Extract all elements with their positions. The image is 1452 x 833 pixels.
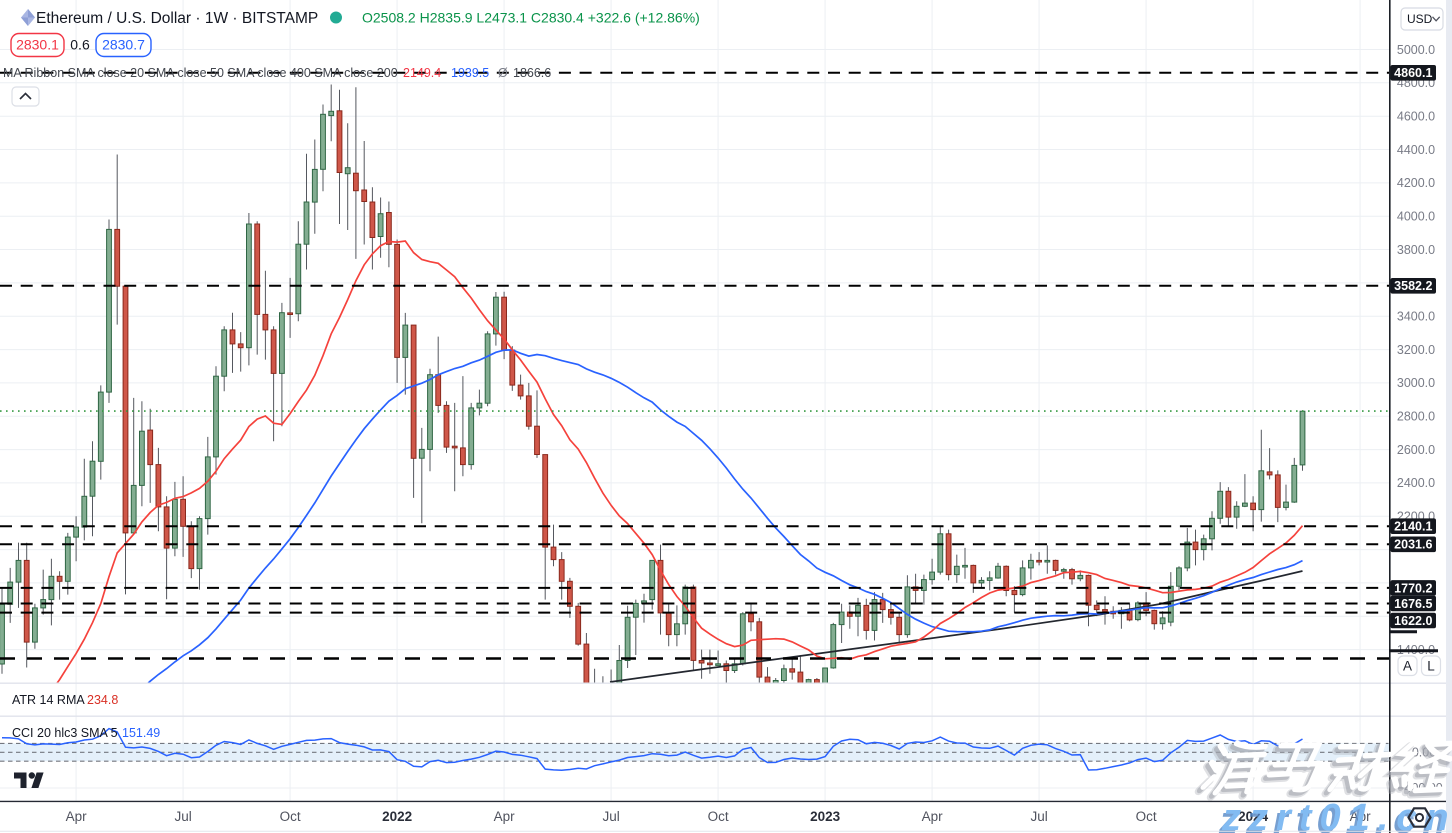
svg-text:2800.0: 2800.0 [1397, 410, 1435, 424]
svg-text:5000.0: 5000.0 [1397, 43, 1435, 57]
svg-text:L: L [1427, 659, 1435, 674]
svg-text:A: A [1403, 659, 1412, 674]
svg-text:CCI 20 hlc3 SMA 5: CCI 20 hlc3 SMA 5 [12, 726, 118, 740]
svg-text:1770.2: 1770.2 [1394, 581, 1432, 595]
svg-text:1622.0: 1622.0 [1394, 614, 1432, 628]
svg-text:Ø: Ø [498, 66, 508, 80]
svg-text:Jul: Jul [174, 809, 191, 824]
svg-text:2140.1: 2140.1 [1394, 520, 1432, 534]
svg-text:2024: 2024 [1238, 809, 1269, 824]
svg-text:Ethereum / U.S. Dollar · 1W ·: Ethereum / U.S. Dollar · 1W · BITSTAMP [36, 10, 318, 27]
svg-text:USD: USD [1407, 12, 1433, 26]
svg-text:4860.1: 4860.1 [1394, 66, 1432, 80]
svg-text:O2508.2 H2835.9 L2473.1 C28: O2508.2 H2835.9 L2473.1 C2830.4 +322.6 (… [362, 10, 700, 26]
svg-text:Oct: Oct [1136, 809, 1157, 824]
svg-text:zzrt01.cn: zzrt01.cn [1218, 800, 1452, 833]
svg-text:Apr: Apr [66, 809, 88, 824]
svg-text:4000.0: 4000.0 [1397, 210, 1435, 224]
svg-text:Apr: Apr [1350, 809, 1372, 824]
svg-text:1866.6: 1866.6 [513, 66, 551, 80]
svg-text:1939.5: 1939.5 [451, 66, 489, 80]
svg-text:3582.2: 3582.2 [1394, 279, 1432, 293]
svg-text:2023: 2023 [810, 809, 841, 824]
svg-text:Apr: Apr [922, 809, 944, 824]
svg-text:2400.0: 2400.0 [1397, 476, 1435, 490]
svg-text:Jul: Jul [602, 809, 619, 824]
svg-text:MA Ribbon SMA close 20 SMA c: MA Ribbon SMA close 20 SMA close 50 SMA … [3, 66, 398, 80]
svg-text:2031.6: 2031.6 [1394, 538, 1432, 552]
svg-text:3800.0: 3800.0 [1397, 243, 1435, 257]
svg-text:ATR 14 RMA: ATR 14 RMA [12, 693, 85, 707]
svg-text:151.49: 151.49 [122, 726, 160, 740]
svg-text:3400.0: 3400.0 [1397, 310, 1435, 324]
svg-text:3200.0: 3200.0 [1397, 343, 1435, 357]
svg-text:Oct: Oct [708, 809, 729, 824]
svg-text:2022: 2022 [382, 809, 412, 824]
svg-text:2830.7: 2830.7 [102, 37, 145, 53]
svg-text:0.6: 0.6 [70, 37, 90, 53]
svg-text:Oct: Oct [280, 809, 301, 824]
svg-text:4200.0: 4200.0 [1397, 176, 1435, 190]
svg-text:2830.1: 2830.1 [16, 37, 59, 53]
svg-text:2600.0: 2600.0 [1397, 443, 1435, 457]
svg-text:3000.0: 3000.0 [1397, 376, 1435, 390]
svg-text:4600.0: 4600.0 [1397, 110, 1435, 124]
svg-text:1676.5: 1676.5 [1394, 597, 1432, 611]
svg-text:Jul: Jul [1030, 809, 1047, 824]
svg-text:Apr: Apr [494, 809, 516, 824]
svg-text:234.8: 234.8 [87, 693, 118, 707]
svg-text:2149.4: 2149.4 [403, 66, 441, 80]
svg-text:4400.0: 4400.0 [1397, 143, 1435, 157]
